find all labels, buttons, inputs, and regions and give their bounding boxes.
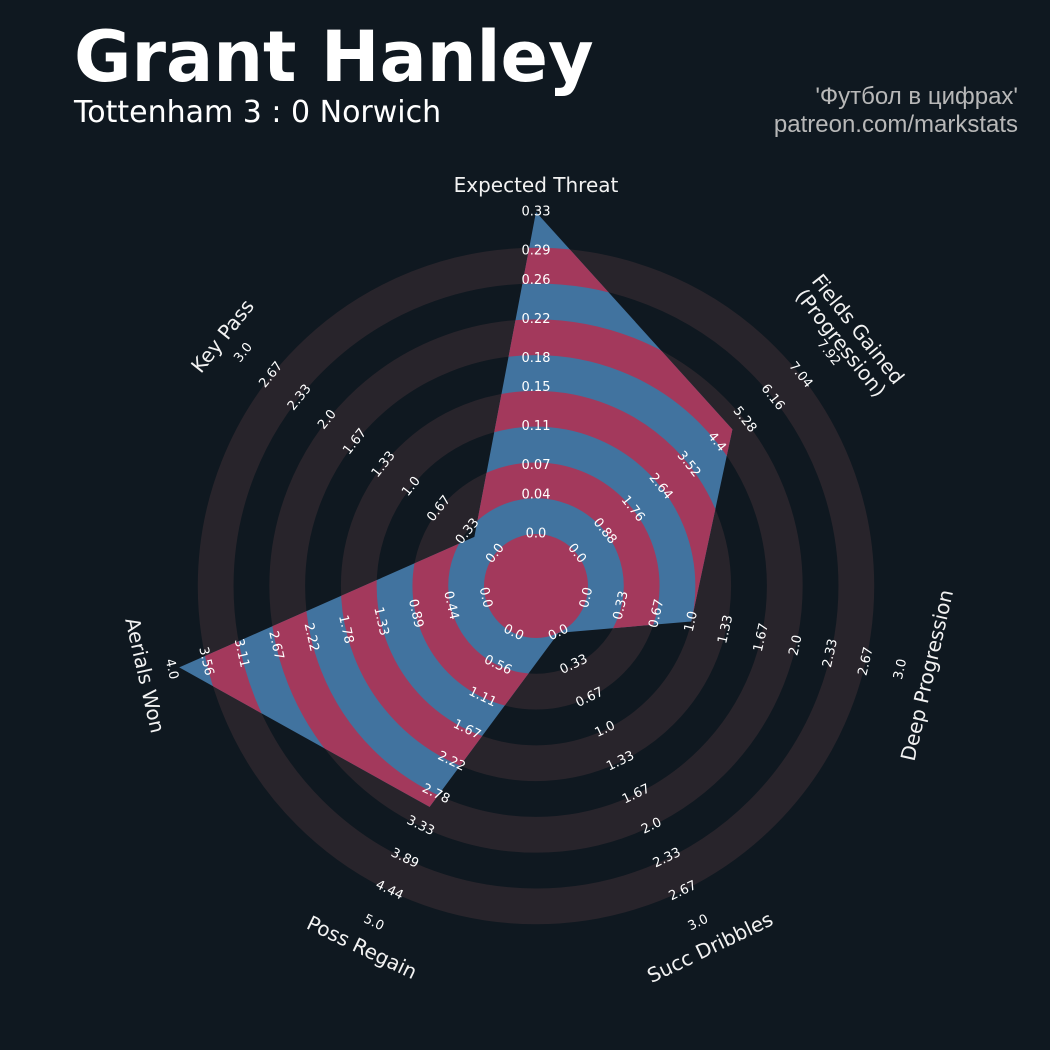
tick-label: 3.0 xyxy=(891,657,910,681)
tick-label: 5.0 xyxy=(361,912,386,934)
tick-label: 0.18 xyxy=(522,351,551,366)
tick-label: 0.26 xyxy=(522,273,551,288)
tick-label: 2.0 xyxy=(786,634,805,658)
tick-label: 0.33 xyxy=(611,590,632,622)
tick-label: 1.78 xyxy=(335,614,356,646)
tick-label: 2.22 xyxy=(301,622,322,654)
credit: patreon.com/markstats xyxy=(774,111,1018,138)
credit: 'Футбол в цифрах' xyxy=(815,83,1018,110)
tick-label: 1.33 xyxy=(715,614,736,646)
tick-label: 0.22 xyxy=(522,312,551,327)
tick-label: 3.0 xyxy=(231,340,256,366)
tick-label: 0.0 xyxy=(526,527,547,542)
tick-label: 0.11 xyxy=(522,419,551,434)
tick-label: 1.33 xyxy=(370,606,391,638)
tick-label: 0.67 xyxy=(646,598,667,630)
chart-title: Grant Hanley xyxy=(74,16,594,98)
tick-label: 2.67 xyxy=(265,630,286,662)
tick-label: 0.44 xyxy=(440,590,461,622)
tick-label: 2.67 xyxy=(856,646,877,678)
tick-label: 1.67 xyxy=(751,622,772,654)
tick-label: 0.89 xyxy=(405,598,426,630)
category-label: Expected Threat xyxy=(453,173,619,197)
tick-label: 2.33 xyxy=(820,637,841,669)
tick-label: 0.0 xyxy=(577,586,596,610)
tick-label: 0.29 xyxy=(522,244,551,259)
tick-label: 3.11 xyxy=(231,637,252,669)
tick-label: 1.0 xyxy=(682,610,701,634)
chart-subtitle: Tottenham 3 : 0 Norwich xyxy=(73,95,441,130)
ring xyxy=(484,534,588,638)
tick-label: 3.56 xyxy=(195,646,216,678)
tick-label: 0.0 xyxy=(476,586,495,610)
tick-label: 0.33 xyxy=(522,205,551,220)
tick-label: 0.07 xyxy=(522,458,551,473)
tick-label: 0.15 xyxy=(522,380,551,395)
tick-label: 3.0 xyxy=(686,912,711,934)
tick-label: 0.04 xyxy=(522,487,551,502)
tick-label: 4.0 xyxy=(162,657,181,681)
